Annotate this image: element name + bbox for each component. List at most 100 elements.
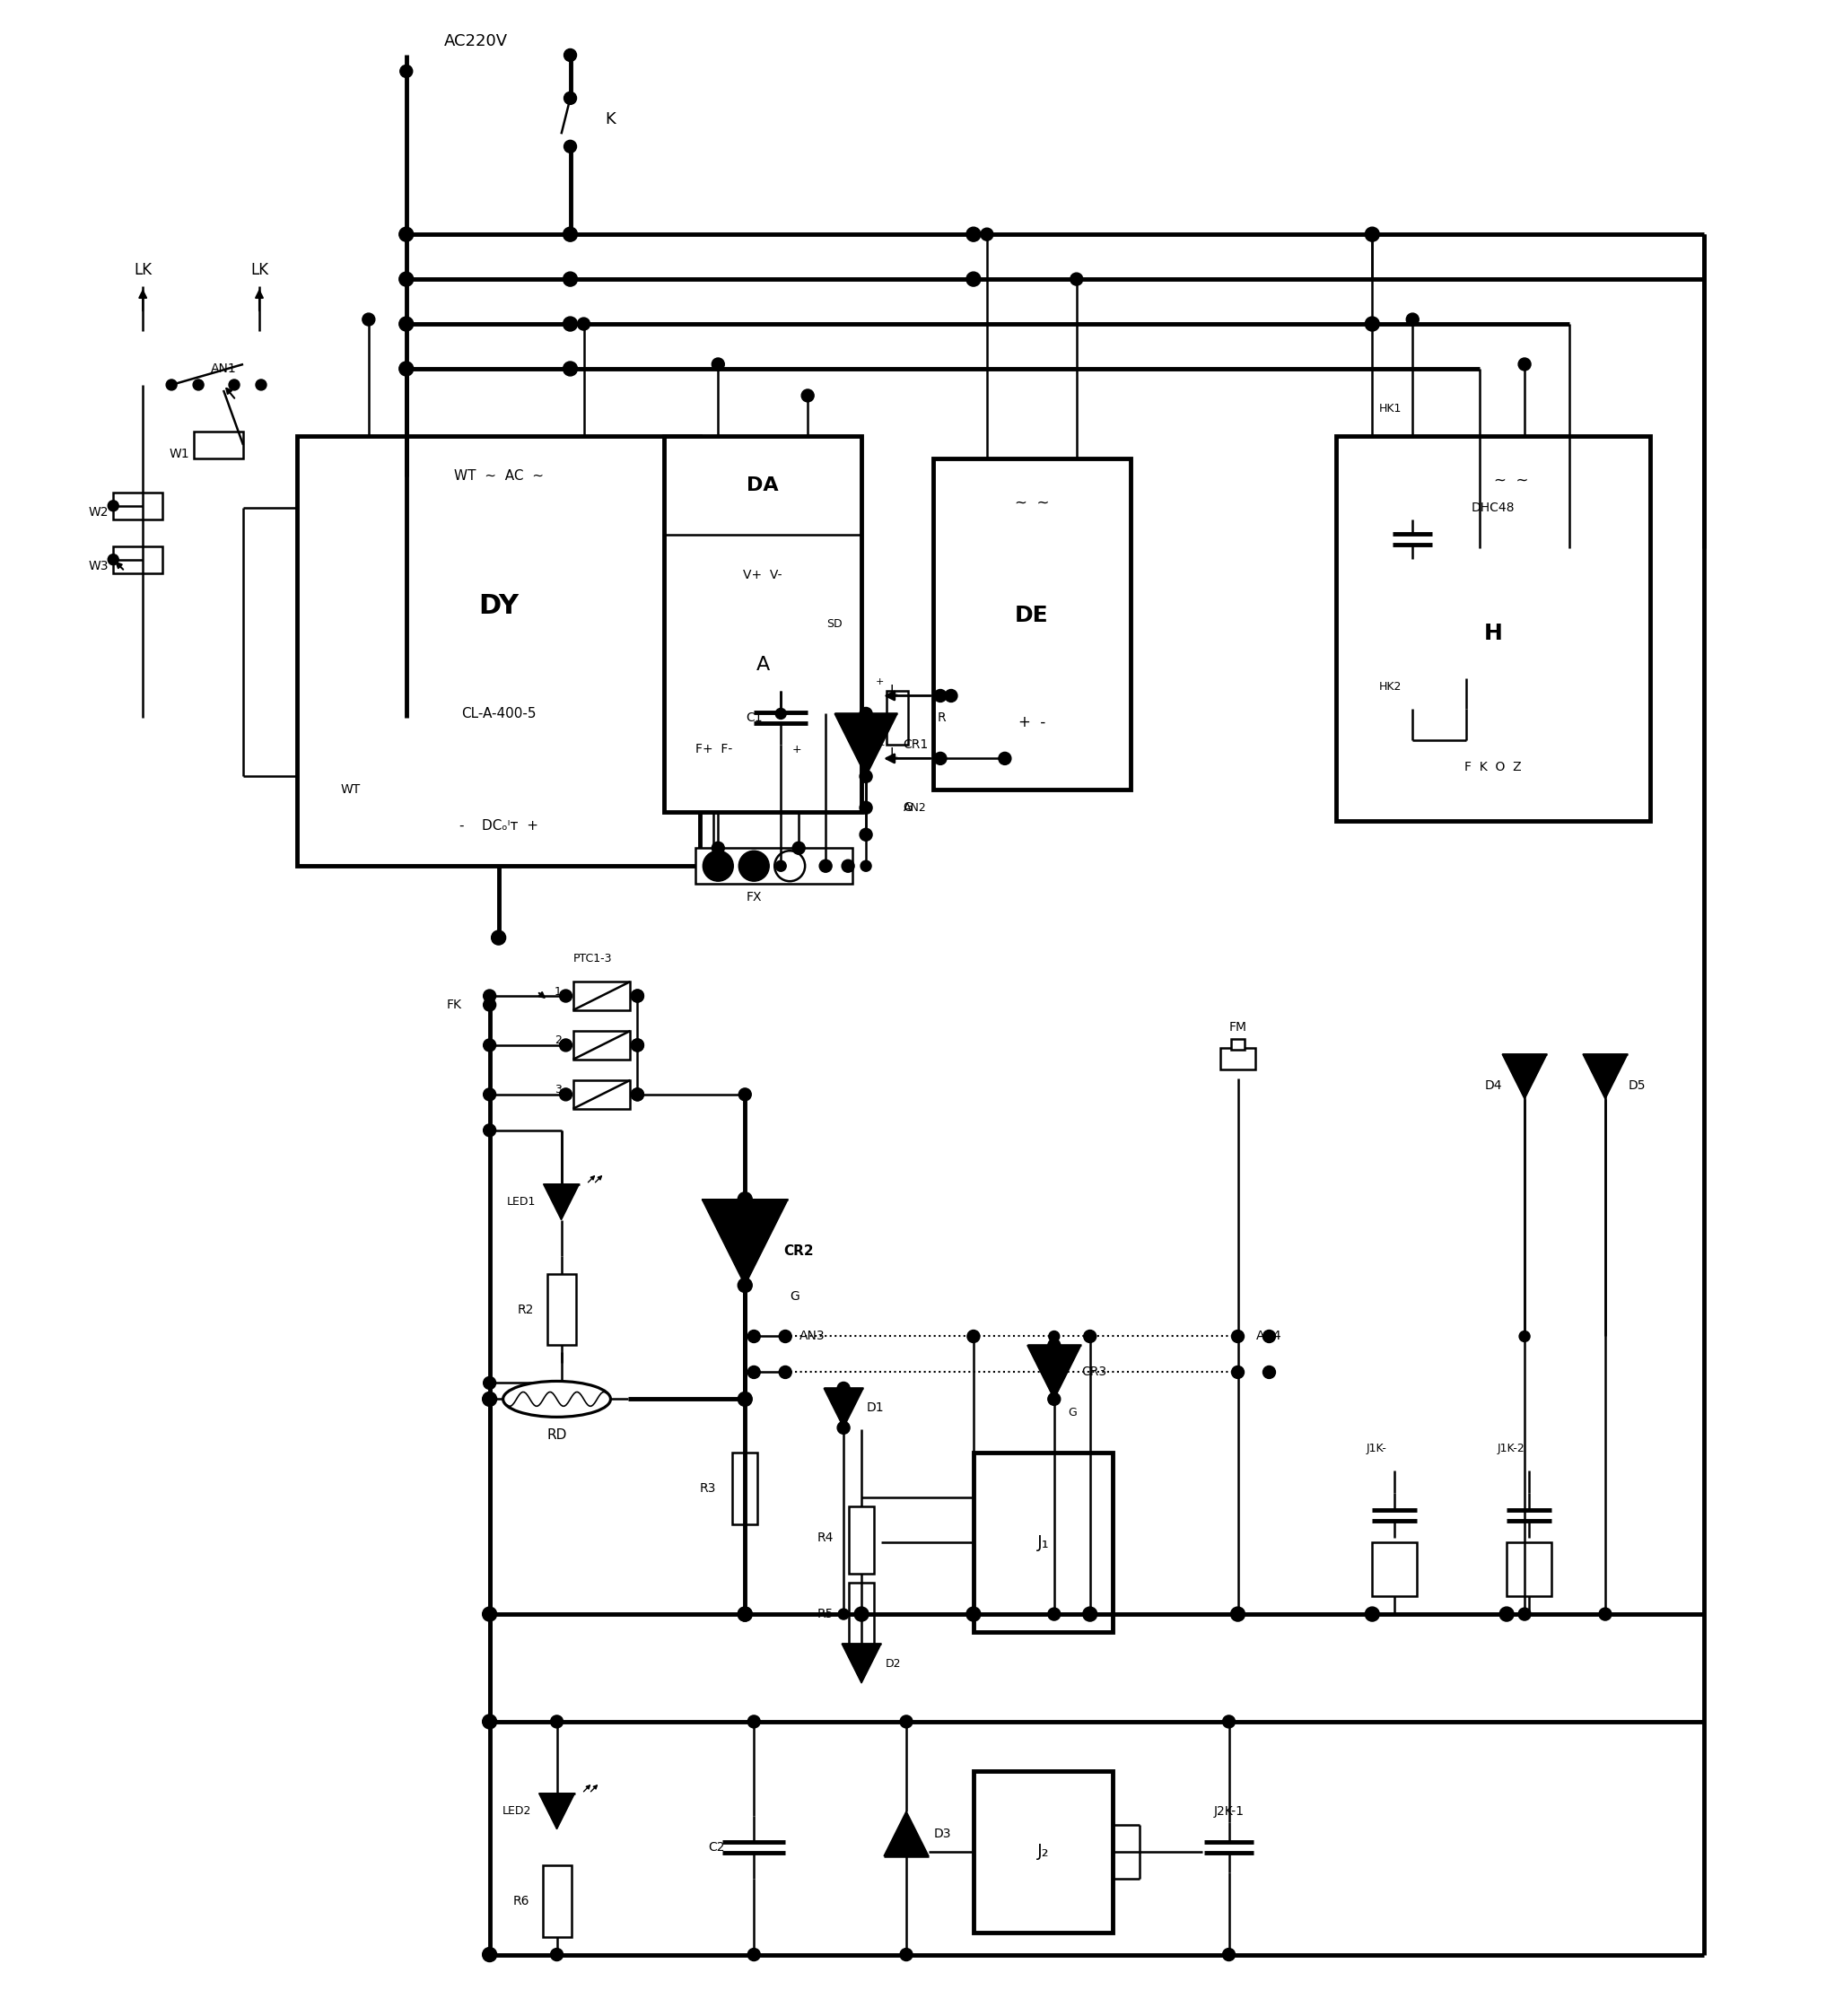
Circle shape [632,1038,645,1052]
Circle shape [780,1331,792,1343]
Text: F+  F-: F+ F- [696,744,732,756]
Circle shape [564,141,577,153]
Circle shape [559,1038,572,1052]
Circle shape [1083,1331,1096,1343]
Text: C1: C1 [745,712,761,724]
Text: +  -: + - [1019,714,1044,730]
Bar [113,492,163,520]
Text: ~  ~: ~ ~ [1494,472,1528,488]
Text: W1: W1 [170,448,190,460]
Text: 3: 3 [555,1085,561,1097]
Text: W3: W3 [89,560,110,573]
Circle shape [740,1089,750,1101]
Circle shape [1231,1609,1244,1621]
Circle shape [562,317,577,331]
Circle shape [482,1714,497,1730]
Circle shape [362,312,374,327]
Circle shape [740,851,769,881]
Text: J₁: J₁ [1037,1534,1050,1550]
Bar [1506,1542,1552,1597]
Text: A: A [756,655,771,673]
Text: D2: D2 [886,1657,900,1669]
Circle shape [712,843,725,855]
Bar [113,546,163,573]
Text: CR1: CR1 [902,738,928,752]
Circle shape [632,1089,645,1101]
Circle shape [1231,1367,1244,1379]
Circle shape [484,990,497,1002]
Text: L: L [889,685,897,698]
Text: CL-A-400-5: CL-A-400-5 [462,708,537,720]
Text: -: - [880,740,884,750]
Polygon shape [701,1200,789,1286]
Bar [573,1081,630,1109]
Circle shape [999,752,1012,764]
Text: D3: D3 [933,1826,951,1841]
Bar [849,1506,875,1574]
Circle shape [738,1607,752,1621]
Bar [1337,435,1651,821]
Circle shape [838,1609,849,1619]
Text: LK: LK [133,262,152,278]
Circle shape [559,990,572,1002]
Bar [548,1274,575,1345]
Circle shape [900,1947,913,1962]
Text: AN1: AN1 [210,363,236,375]
Text: R6: R6 [513,1895,530,1907]
Circle shape [1231,1607,1245,1621]
Text: LK: LK [250,262,268,278]
Circle shape [860,861,871,871]
Text: F  K  O  Z: F K O Z [1464,762,1521,774]
Text: C2: C2 [708,1841,725,1853]
Text: D1: D1 [866,1401,884,1415]
Text: ~  ~: ~ ~ [1015,496,1048,512]
Text: FK: FK [446,998,462,1012]
Circle shape [632,1038,645,1052]
Circle shape [166,379,177,391]
Text: WT: WT [341,784,362,796]
Text: R3: R3 [699,1482,716,1496]
Circle shape [855,1607,869,1621]
Bar [696,849,853,883]
Circle shape [968,1331,981,1343]
Text: FM: FM [1229,1020,1247,1034]
Polygon shape [834,714,897,776]
Circle shape [747,1367,760,1379]
Circle shape [256,379,267,391]
Circle shape [738,1607,752,1621]
Text: DE: DE [1015,605,1048,625]
Bar [849,1583,875,1645]
Polygon shape [824,1389,864,1427]
Circle shape [400,65,413,77]
Polygon shape [544,1183,579,1220]
Circle shape [1048,1331,1059,1343]
Bar [973,1770,1112,1931]
Circle shape [400,317,413,331]
Circle shape [1070,272,1083,286]
Circle shape [632,990,645,1002]
Circle shape [1223,1716,1234,1728]
Circle shape [738,1391,752,1407]
Text: 1: 1 [555,986,561,998]
Text: HK2: HK2 [1379,681,1402,694]
Circle shape [1048,1393,1061,1405]
Text: CR3: CR3 [1081,1367,1107,1379]
Circle shape [966,1607,981,1621]
Circle shape [1366,228,1379,242]
Polygon shape [539,1794,575,1829]
Circle shape [482,1391,497,1407]
Circle shape [935,752,946,764]
Circle shape [562,361,577,375]
Text: W2: W2 [89,506,110,518]
Text: PTC1-3: PTC1-3 [573,952,612,964]
Bar [1231,1038,1245,1050]
Text: WT  ~  AC  ~: WT ~ AC ~ [453,470,544,484]
Circle shape [935,689,946,702]
Bar [732,1454,758,1524]
Bar [573,982,630,1010]
Circle shape [802,389,814,401]
Circle shape [400,272,413,286]
Text: G: G [1068,1407,1077,1419]
Text: R5: R5 [818,1609,834,1621]
Circle shape [792,843,805,855]
